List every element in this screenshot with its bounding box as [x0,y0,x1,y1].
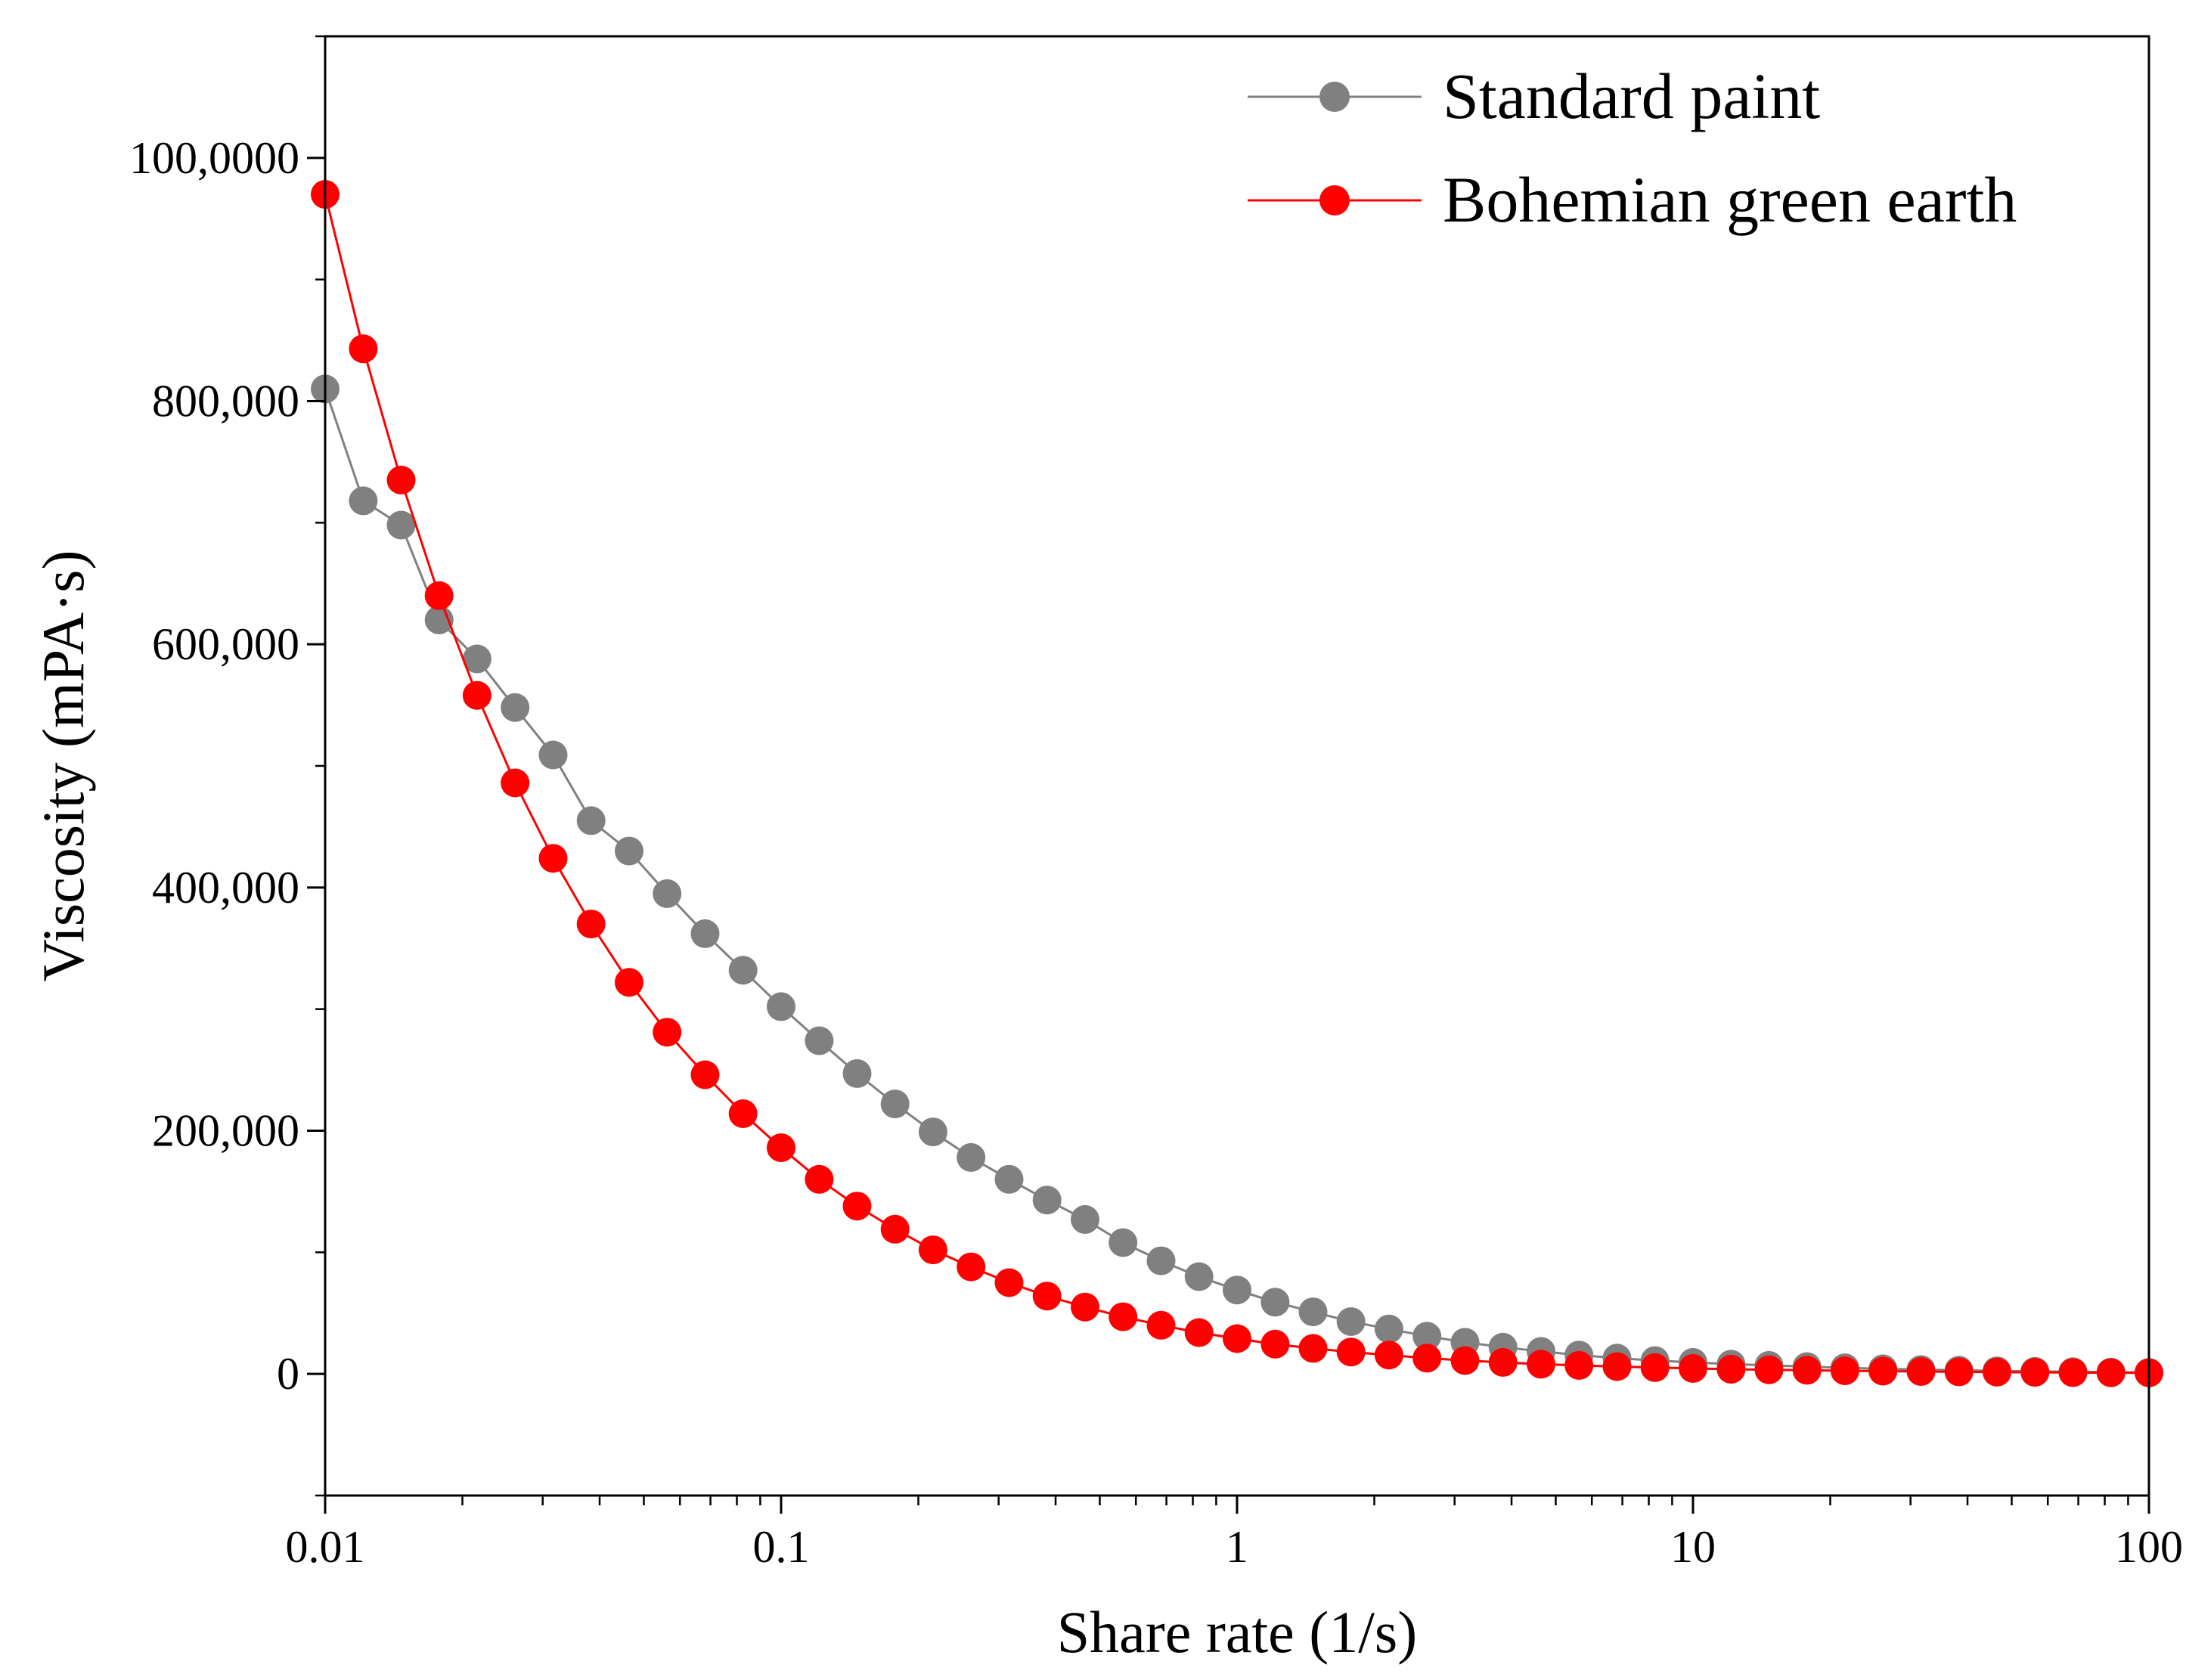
data-point-standard-paint [994,1164,1024,1194]
data-point-bohemian-green-earth [957,1252,986,1282]
data-point-standard-paint [501,693,530,722]
data-point-bohemian-green-earth [386,466,416,494]
data-point-bohemian-green-earth [1602,1352,1632,1381]
data-point-bohemian-green-earth [1754,1355,1784,1384]
x-tick-label: 1 [1226,1522,1248,1572]
data-point-standard-paint [615,836,643,866]
data-point-standard-paint [1184,1262,1214,1291]
data-point-bohemian-green-earth [1792,1356,1822,1385]
data-point-standard-paint [690,919,720,948]
data-point-bohemian-green-earth [690,1060,720,1090]
data-point-bohemian-green-earth [1564,1350,1594,1380]
data-point-standard-paint [1109,1228,1138,1257]
x-axis-title: Share rate (1/s) [1057,1599,1417,1665]
data-point-bohemian-green-earth [576,910,606,939]
data-point-standard-paint [1374,1314,1403,1344]
data-point-standard-paint [880,1090,910,1119]
data-point-standard-paint [1032,1186,1062,1215]
data-point-standard-paint [1223,1275,1251,1305]
data-point-standard-paint [653,879,682,908]
data-point-standard-paint [842,1059,872,1088]
data-point-bohemian-green-earth [1527,1350,1555,1379]
legend: Standard paint Bohemian green earth [1248,60,2017,236]
data-point-bohemian-green-earth [880,1214,910,1244]
data-point-bohemian-green-earth [1983,1357,2011,1387]
data-point-bohemian-green-earth [1260,1329,1290,1359]
y-axis-title: Viscosity (mPA·s) [30,550,96,982]
axis-layer: 0.01 0.1 1 10 100 0 200,000 400,000 600,000 800,0… [129,35,2183,1572]
data-point-bohemian-green-earth [2096,1358,2126,1387]
data-point-bohemian-green-earth [1223,1324,1251,1353]
data-point-bohemian-green-earth [1184,1318,1214,1347]
data-point-standard-paint [462,644,491,674]
data-point-bohemian-green-earth [1450,1346,1480,1375]
data-point-standard-paint [1412,1322,1442,1351]
data-point-bohemian-green-earth [1336,1337,1366,1367]
data-point-bohemian-green-earth [2020,1358,2050,1387]
plot-layer [311,180,2163,1387]
y-tick-label: 200,000 [152,1106,299,1156]
data-point-standard-paint [349,486,378,516]
data-point-bohemian-green-earth [349,334,378,364]
data-point-standard-paint [538,740,568,770]
data-point-standard-paint [728,956,758,985]
data-point-bohemian-green-earth [1488,1347,1518,1377]
data-point-standard-paint [805,1026,834,1055]
data-point-bohemian-green-earth [1944,1357,1974,1387]
data-point-bohemian-green-earth [805,1164,834,1194]
y-tick-label: 0 [277,1349,299,1399]
data-point-standard-paint [918,1117,947,1147]
data-point-bohemian-green-earth [1374,1341,1403,1370]
data-point-standard-paint [1146,1246,1176,1275]
legend-marker [1319,82,1350,112]
x-tick-label: 10 [1670,1522,1716,1572]
data-point-bohemian-green-earth [1109,1302,1138,1331]
data-point-bohemian-green-earth [1906,1357,1936,1386]
data-point-bohemian-green-earth [1146,1310,1176,1340]
data-point-bohemian-green-earth [462,680,491,710]
data-point-bohemian-green-earth [538,844,568,873]
data-point-standard-paint [767,992,795,1021]
data-point-bohemian-green-earth [1071,1292,1099,1322]
data-point-standard-paint [957,1142,986,1172]
data-point-bohemian-green-earth [2058,1358,2088,1387]
data-point-standard-paint [1336,1307,1366,1336]
data-point-bohemian-green-earth [1830,1356,1859,1385]
data-point-standard-paint [1260,1288,1290,1317]
data-point-bohemian-green-earth [424,581,454,610]
data-point-bohemian-green-earth [767,1133,795,1162]
data-point-bohemian-green-earth [653,1018,682,1047]
data-point-bohemian-green-earth [1032,1282,1062,1311]
data-point-standard-paint [386,510,416,540]
legend-marker [1319,185,1350,215]
data-point-standard-paint [576,806,606,835]
data-point-bohemian-green-earth [1412,1344,1442,1373]
data-point-bohemian-green-earth [1679,1353,1707,1383]
data-point-bohemian-green-earth [1716,1354,1746,1384]
y-tick-label: 400,000 [152,863,299,913]
data-point-bohemian-green-earth [842,1192,872,1221]
y-tick-label: 800,000 [152,377,299,426]
data-point-bohemian-green-earth [1868,1356,1898,1386]
data-point-bohemian-green-earth [918,1235,947,1265]
data-point-bohemian-green-earth [615,968,643,997]
x-tick-label: 0.1 [753,1522,810,1572]
data-point-bohemian-green-earth [501,768,530,798]
legend-label: Standard paint [1443,60,1820,132]
data-point-bohemian-green-earth [994,1268,1024,1297]
y-tick-label: 100,0000 [129,133,299,183]
data-point-standard-paint [1071,1204,1099,1234]
x-tick-label: 100 [2115,1522,2183,1572]
data-point-bohemian-green-earth [1640,1353,1670,1382]
data-point-standard-paint [1298,1297,1328,1327]
data-point-bohemian-green-earth [1298,1334,1328,1363]
x-tick-label: 0.01 [286,1522,365,1572]
legend-label: Bohemian green earth [1443,163,2017,236]
y-tick-label: 600,000 [152,619,299,669]
data-point-bohemian-green-earth [728,1099,758,1128]
